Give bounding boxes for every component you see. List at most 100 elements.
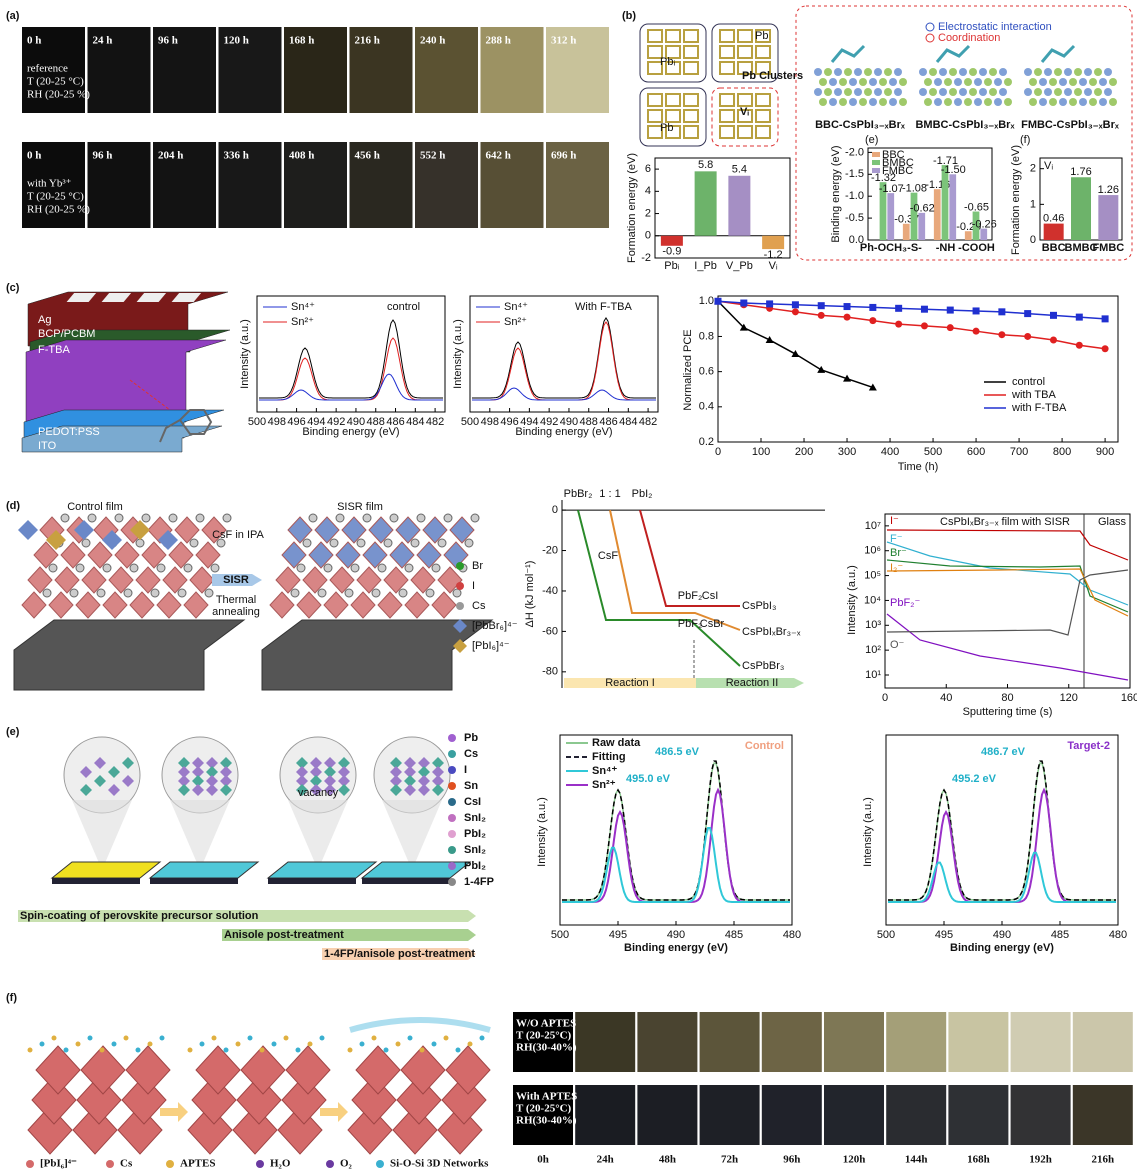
crystal-unit — [390, 784, 402, 796]
sample-photo — [761, 1012, 822, 1072]
y-tick-label: 10¹ — [865, 669, 881, 681]
diagram-label: CsBr — [700, 618, 725, 630]
atom — [824, 68, 832, 76]
sample-photo — [22, 27, 85, 113]
aptes-molecule — [283, 1035, 289, 1041]
electrode-stripe — [136, 293, 167, 302]
atom — [1104, 68, 1112, 76]
process-label: Thermal — [216, 594, 256, 606]
marker — [920, 322, 928, 330]
atom — [869, 98, 877, 106]
bar — [964, 231, 972, 240]
callout — [129, 379, 171, 411]
sample-photo — [153, 142, 216, 228]
atom — [884, 68, 892, 76]
y-tick-label: -40 — [542, 585, 558, 597]
octahedron — [21, 591, 47, 619]
x-tick-label: 900 — [1096, 446, 1114, 458]
time-label: 168 h — [289, 35, 314, 47]
cs-atom — [329, 538, 339, 548]
y-tick-label: 10³ — [865, 619, 881, 631]
lattice-cell — [755, 45, 771, 59]
x-tick-label: 500 — [877, 929, 895, 941]
atom — [1044, 88, 1052, 96]
marker — [972, 327, 980, 335]
atom — [929, 68, 937, 76]
legend-label: [PbI₆]⁴⁻ — [40, 1158, 77, 1170]
cs-atom — [296, 563, 306, 573]
cs-atom — [416, 513, 426, 523]
atom — [999, 88, 1007, 96]
cs-atom — [69, 588, 79, 598]
atom — [854, 88, 862, 96]
legend-label: Sn²⁺ — [504, 316, 527, 328]
aptes-molecule — [159, 1035, 165, 1041]
atom — [1004, 98, 1012, 106]
marker — [1049, 336, 1057, 344]
atom — [954, 98, 962, 106]
legend-symbol — [448, 734, 456, 742]
crystal-unit — [94, 775, 106, 787]
cs-atom — [452, 588, 462, 598]
lattice-cell — [755, 109, 771, 123]
crystal-unit — [296, 784, 308, 796]
bar — [879, 182, 887, 240]
marker — [843, 313, 851, 321]
process-label: CsF in IPA — [212, 529, 264, 541]
bar — [1043, 223, 1064, 240]
octahedron — [35, 1045, 81, 1095]
sample-photo — [699, 1085, 760, 1145]
aptes-molecule — [211, 1035, 217, 1041]
film-edge — [268, 878, 356, 884]
crystal-unit — [432, 757, 444, 769]
atom — [864, 88, 872, 96]
legend-label: O₂ — [340, 1158, 353, 1170]
x-tick-label: 500 — [248, 416, 266, 428]
atom — [1099, 78, 1107, 86]
spectrum-sn2 — [259, 337, 443, 401]
legend-label: with TBA — [1011, 389, 1056, 401]
octahedron — [195, 1045, 241, 1095]
cs-atom — [437, 538, 447, 548]
x-tick-label: 498 — [268, 416, 286, 428]
cs-atom — [344, 588, 354, 598]
molecule — [830, 44, 866, 63]
legend-symbol — [448, 878, 456, 886]
series-label: Br⁻ — [890, 547, 907, 559]
reaction-label: Reaction I — [605, 677, 655, 689]
crystal-unit — [310, 757, 322, 769]
atom — [849, 78, 857, 86]
aptes-molecule — [99, 1047, 105, 1053]
cs-atom — [81, 538, 91, 548]
octahedron — [437, 1105, 483, 1155]
lattice-cell — [665, 45, 681, 59]
octahedron — [449, 516, 475, 544]
value-label: -1.32 — [871, 172, 896, 184]
step-arrow — [222, 929, 476, 941]
condition-label: RH(30-40%) — [516, 1115, 577, 1127]
crystal-unit — [108, 784, 120, 796]
y-tick-label: 0 — [645, 230, 651, 242]
y-tick-label: -80 — [542, 666, 558, 678]
octahedron — [129, 591, 155, 619]
floating-octahedron — [74, 520, 94, 540]
aptes-molecule — [199, 1041, 205, 1047]
marker — [946, 324, 954, 332]
aptes-molecule — [431, 1041, 437, 1047]
condition-label: reference — [27, 63, 68, 75]
site-label: Vᵢ — [740, 106, 749, 118]
chart-title: Vᵢ — [1044, 160, 1053, 172]
y-axis-label: Intensity (a.u.) — [452, 319, 464, 389]
legend-label: 1-4FP — [464, 876, 494, 888]
atom — [924, 98, 932, 106]
atom — [814, 88, 822, 96]
cs-atom — [290, 588, 300, 598]
time-label: 96 h — [93, 150, 113, 162]
marker — [946, 306, 954, 314]
lattice-cell — [755, 61, 771, 75]
crystal-unit — [192, 775, 204, 787]
legend-label: I — [472, 580, 475, 592]
x-tick-label: -COOH — [958, 242, 995, 254]
marker — [1075, 313, 1083, 321]
sample-photo — [513, 1085, 573, 1145]
